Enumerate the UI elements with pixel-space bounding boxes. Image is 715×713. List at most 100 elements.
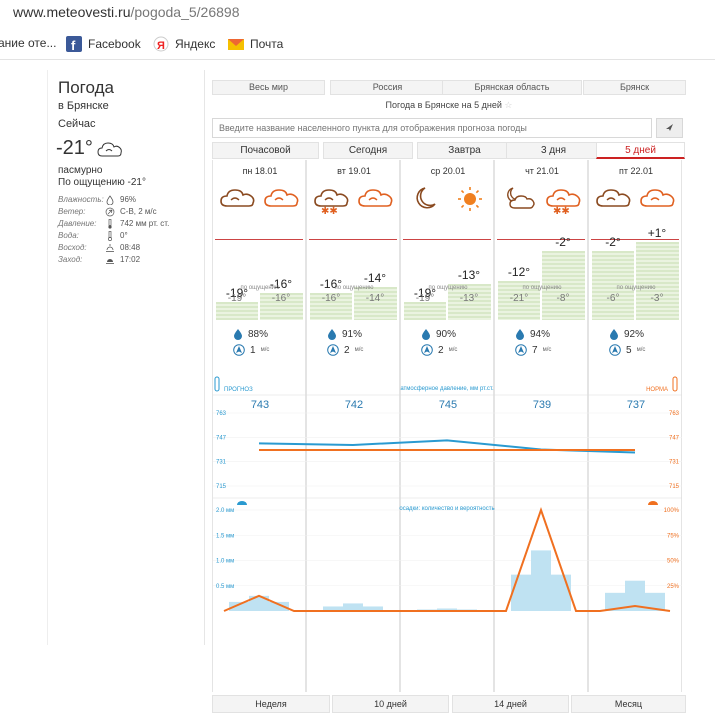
feels-day: -13° — [459, 293, 479, 304]
nav-region-city[interactable]: Брянск — [583, 80, 686, 95]
thermometer-icon — [108, 231, 112, 241]
panel-title: Погода — [58, 78, 114, 97]
page-subtitle: Погода в Брянске на 5 дней ☆ — [385, 100, 513, 110]
location-arrow-icon — [666, 124, 673, 131]
svg-text:f: f — [71, 38, 76, 52]
address-bar[interactable]: www.meteovesti.ru/pogoda_5/26898 — [0, 0, 715, 26]
temp-day: -14° — [363, 271, 387, 285]
star-icon[interactable]: ☆ — [504, 100, 513, 110]
nav-region-russia[interactable]: Россия — [330, 80, 445, 95]
now-label: Сейчас — [58, 118, 96, 130]
temp-bar-night — [498, 281, 540, 320]
drop-icon — [106, 195, 114, 205]
tab-14-days[interactable]: 14 дней — [452, 695, 569, 713]
nav-region-oblast[interactable]: Брянская область — [442, 80, 582, 95]
temp-night: -12° — [507, 265, 531, 279]
tab-5-days[interactable]: 5 дней — [596, 142, 685, 159]
temp-day: -13° — [457, 268, 481, 282]
detail-row: Заход: 17:02 — [58, 255, 141, 264]
zero-line — [591, 239, 679, 240]
detail-row: Влажность: 96% — [58, 195, 137, 205]
cloud-snow-icon: ✱✱ — [314, 189, 349, 217]
bookmark-yandex[interactable]: Я Яндекс — [153, 36, 215, 52]
drop-icon — [234, 329, 242, 340]
humidity: 88% — [233, 328, 268, 340]
bookmarks-bar: ание оте... f Facebook Я Яндекс Почта — [0, 32, 715, 60]
bookmark-mail[interactable]: Почта — [228, 36, 283, 52]
feels-day: -14° — [365, 293, 385, 304]
svg-text:✱✱: ✱✱ — [321, 206, 338, 214]
bookmark-label: ание оте... — [0, 36, 57, 50]
day-column: ср 20.01 -19° -13° по ощущению -19° -13° 90% 2 м… — [400, 160, 494, 692]
feels-like-label: по ощущению — [428, 285, 468, 291]
temp-night: -16° — [319, 277, 343, 291]
tab-month[interactable]: Месяц — [571, 695, 686, 713]
feels-day: -16° — [271, 293, 291, 304]
wind: 7 м/с — [515, 344, 551, 356]
temp-bar-day — [542, 251, 585, 320]
moon-cloud-icon — [507, 187, 535, 209]
tab-10-days[interactable]: 10 дней — [332, 695, 449, 713]
svg-text:✱✱: ✱✱ — [553, 206, 570, 214]
condition-text: пасмурно — [58, 165, 103, 176]
temp-bar-night — [310, 293, 352, 320]
days-grid: пн 18.01 -19° -16° по ощущению -19° -16° 88% 1 м… — [210, 160, 688, 692]
temp-night: -19° — [225, 286, 249, 300]
cloud-icon — [264, 189, 299, 207]
tab-3-days[interactable]: 3 дня — [506, 142, 601, 159]
wind-arrow-icon — [609, 344, 621, 356]
feels-like-label: по ощущению — [334, 285, 374, 291]
geolocate-button[interactable] — [656, 118, 683, 138]
bookmark-item[interactable]: ание оте... — [0, 36, 56, 50]
day-label: чт 21.01 — [525, 166, 559, 176]
temp-bar-night — [404, 302, 446, 320]
mail-icon — [228, 36, 244, 52]
feels-night: -16° — [321, 293, 341, 304]
city-search-input[interactable] — [212, 118, 652, 138]
day-column: вт 19.01 ✱✱ -16° -14° по ощущению -16° -14° 91%… — [306, 160, 400, 692]
day-label: пн 18.01 — [242, 166, 278, 176]
current-temp: -21° — [56, 137, 123, 160]
detail-row: Ветер: С-В, 2 м/с — [58, 207, 157, 217]
moon-icon — [416, 187, 436, 209]
weather-icon-day — [263, 184, 301, 214]
cloud-icon — [596, 189, 631, 207]
feels-like-label: по ощущению — [616, 285, 656, 291]
url-domain: www.meteovesti.ru — [13, 4, 131, 20]
wind: 5 м/с — [609, 344, 645, 356]
feels-like-label: по ощущению — [522, 285, 562, 291]
cloud-icon — [640, 189, 675, 207]
temp-bar-night — [592, 251, 634, 320]
nav-region-world[interactable]: Весь мир — [212, 80, 325, 95]
humidity: 90% — [421, 328, 456, 340]
tab-week[interactable]: Неделя — [212, 695, 330, 713]
tab-hourly[interactable]: Почасовой — [212, 142, 319, 159]
wind-arrow-icon — [233, 344, 245, 356]
wind: 2 м/с — [327, 344, 363, 356]
humidity: 92% — [609, 328, 644, 340]
humidity: 91% — [327, 328, 362, 340]
weather-icon-night — [407, 184, 445, 214]
svg-text:Я: Я — [157, 40, 165, 52]
day-column: пн 18.01 -19° -16° по ощущению -19° -16° 88% 1 м… — [212, 160, 306, 692]
zero-line — [497, 239, 585, 240]
detail-row: Восход: 08:48 — [58, 243, 141, 252]
sunset-icon — [106, 259, 114, 264]
barometer-icon — [108, 219, 112, 229]
weather-icon-night — [595, 184, 633, 214]
bookmark-facebook[interactable]: f Facebook — [66, 36, 141, 53]
zero-line — [215, 239, 303, 240]
forecast-main: Весь мир Россия Брянская область Брянск … — [210, 78, 688, 713]
feels-like-label: по ощущению — [240, 285, 280, 291]
weather-icon-night — [501, 184, 539, 214]
temp-day: -16° — [269, 277, 293, 291]
humidity: 94% — [515, 328, 550, 340]
tab-today[interactable]: Сегодня — [323, 142, 413, 159]
drop-icon — [422, 329, 430, 340]
tab-tomorrow[interactable]: Завтра — [417, 142, 512, 159]
url-path: /pogoda_5/26898 — [130, 4, 240, 20]
city-name: в Брянске — [58, 100, 109, 112]
cloud-icon — [358, 189, 393, 207]
temp-night: -2° — [605, 235, 621, 249]
bookmark-label: Почта — [250, 37, 284, 51]
